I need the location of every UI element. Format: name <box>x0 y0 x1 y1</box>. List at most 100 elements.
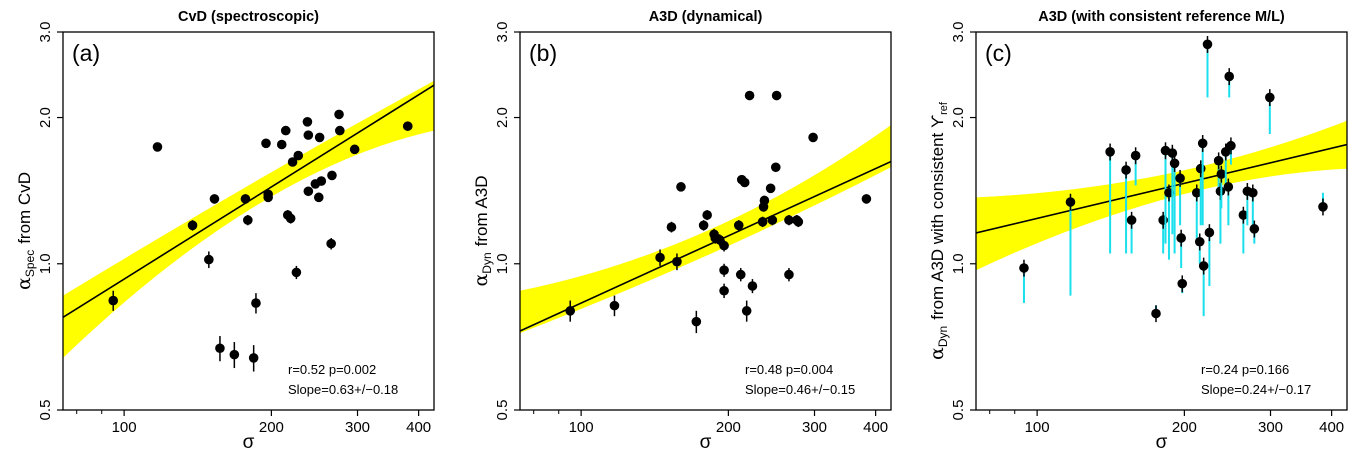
y-axis-symbol: α <box>13 277 35 290</box>
plot-frame <box>519 31 892 411</box>
data-point <box>229 349 240 360</box>
y-tick-label: 1.0 <box>494 253 511 274</box>
data-point <box>248 353 259 363</box>
data-point <box>784 269 794 280</box>
data-point <box>316 176 327 186</box>
x-tick-label: 100 <box>569 419 594 436</box>
data-point <box>1151 308 1161 319</box>
data-point <box>702 210 712 220</box>
data-point <box>1121 165 1131 175</box>
plot-area <box>63 80 434 372</box>
data-point <box>1176 233 1186 243</box>
x-tick-label: 400 <box>863 419 888 436</box>
x-axis-label: σ <box>1156 432 1168 453</box>
data-point <box>204 254 214 265</box>
x-tick-label: 200 <box>1172 419 1197 436</box>
data-point <box>1169 158 1180 169</box>
data-point <box>719 265 729 275</box>
data-point <box>759 195 770 206</box>
x-tick-label: 400 <box>406 419 431 436</box>
x-tick-label: 100 <box>112 419 137 436</box>
data-point <box>1204 227 1215 238</box>
data-point <box>215 343 225 354</box>
stats-annotation-slope: Slope=0.46+/−0.15 <box>745 382 855 397</box>
data-point <box>1019 263 1029 273</box>
confidence-band <box>976 120 1347 271</box>
data-point <box>1224 71 1235 82</box>
chart-title: A3D (with consistent reference M/L) <box>1038 9 1285 25</box>
data-point <box>719 285 729 296</box>
confidence-band <box>63 80 434 358</box>
x-tick-label: 300 <box>1258 419 1283 436</box>
plot-frame <box>62 31 435 411</box>
data-point <box>565 306 576 316</box>
y-axis-label: αDyn from A3D <box>470 175 494 286</box>
panel-c: 100 200 300 400 0.5 1.0 2.0 3.0 A3D (with consis… <box>926 9 1348 453</box>
plot-frame <box>975 31 1348 411</box>
y-axis-label: αSpec from CvD <box>13 172 37 290</box>
data-point <box>240 194 251 204</box>
data-point <box>251 298 261 308</box>
y-tick-label: 2.0 <box>37 107 54 128</box>
stats-annotation-slope: Slope=0.63+/−0.18 <box>288 382 398 397</box>
y-tick-label: 2.0 <box>950 107 967 128</box>
y-axis-suffix-subscript: ref <box>938 101 950 115</box>
stats-annotation-r-p: r=0.52 p=0.002 <box>288 362 376 377</box>
data-point <box>1248 187 1258 198</box>
y-tick-label: 3.0 <box>950 22 967 43</box>
fit-line <box>520 160 891 332</box>
data-point <box>1198 261 1209 271</box>
data-point <box>719 240 729 251</box>
data-point <box>303 186 314 197</box>
y-tick-label: 3.0 <box>494 22 511 43</box>
data-point <box>302 117 313 127</box>
y-axis-suffix: from CvD <box>15 172 34 244</box>
data-point <box>676 182 686 192</box>
y-tick-label: 3.0 <box>37 22 54 43</box>
data-point <box>285 213 296 224</box>
data-point <box>108 295 119 306</box>
data-point <box>152 142 163 152</box>
x-tick-label: 200 <box>716 419 741 436</box>
data-point <box>1223 182 1234 192</box>
data-point <box>1175 173 1185 184</box>
data-point <box>327 170 337 181</box>
data-point <box>655 252 665 263</box>
data-point <box>1130 150 1141 161</box>
data-point <box>1216 169 1227 179</box>
x-tick-label: 400 <box>1319 419 1344 436</box>
data-point <box>765 183 776 194</box>
data-point <box>335 125 345 136</box>
y-tick-label: 1.0 <box>37 253 54 274</box>
data-point <box>402 121 413 131</box>
data-point <box>1318 202 1328 212</box>
data-point <box>698 220 709 231</box>
data-point <box>349 144 360 155</box>
data-point <box>1194 236 1205 247</box>
data-point <box>263 189 273 200</box>
plot-area <box>520 90 891 334</box>
data-point <box>861 194 872 204</box>
y-tick-label: 0.5 <box>950 400 967 421</box>
data-point <box>1105 147 1115 157</box>
panel-label: (b) <box>529 40 557 66</box>
data-point <box>334 109 344 120</box>
data-point <box>691 316 702 327</box>
x-tick-label: 200 <box>259 419 284 436</box>
panel-label: (a) <box>72 40 100 66</box>
data-point <box>1065 197 1076 207</box>
data-point <box>313 192 324 203</box>
y-axis-subscript: Dyn <box>936 326 950 347</box>
data-point <box>1177 278 1188 289</box>
y-axis-subscript: Dyn <box>480 252 494 273</box>
data-point <box>243 215 253 225</box>
data-point <box>1265 92 1275 103</box>
data-point <box>1238 210 1249 220</box>
data-point <box>1191 187 1202 198</box>
data-point <box>209 194 220 204</box>
y-tick-label: 0.5 <box>37 400 54 421</box>
data-point <box>1197 138 1208 149</box>
y-axis-label: αDyn from A3D with consistent ϒref <box>926 101 950 360</box>
data-point <box>784 215 794 225</box>
data-point <box>793 217 804 227</box>
